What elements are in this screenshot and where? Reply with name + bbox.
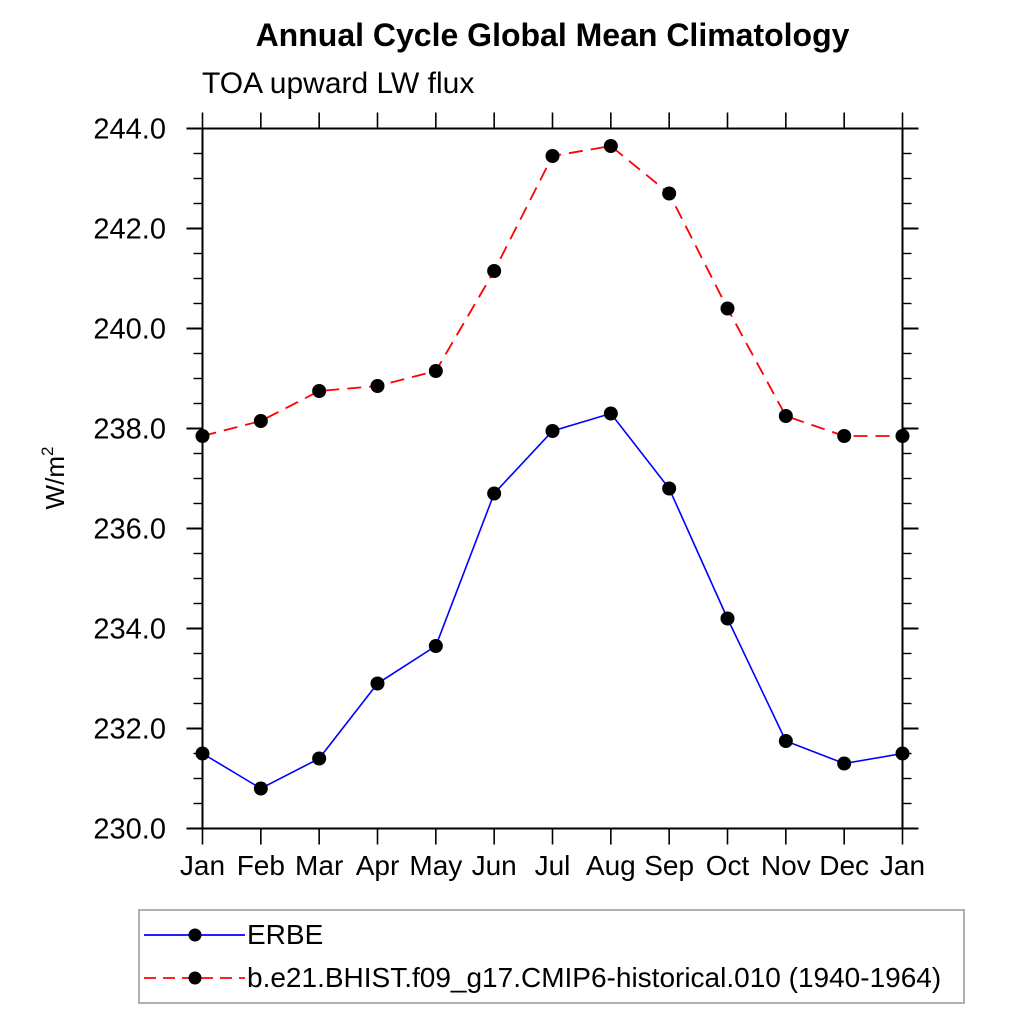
legend-entry-erbe: ERBE xyxy=(144,921,323,949)
data-point-marker xyxy=(603,139,618,153)
legend-box: ERBE b.e21.BHIST.f09_g17.CMIP6-historica… xyxy=(138,909,965,1004)
data-point-marker xyxy=(195,429,210,443)
legend-label-model: b.e21.BHIST.f09_g17.CMIP6-historical.010… xyxy=(247,962,942,993)
data-point-marker xyxy=(487,486,502,501)
legend-entry-model: b.e21.BHIST.f09_g17.CMIP6-historical.010… xyxy=(144,964,941,992)
data-point-marker xyxy=(720,301,735,316)
x-tick-label: Nov xyxy=(761,850,811,881)
plot-frame xyxy=(201,127,904,830)
x-tick-label: Jan xyxy=(880,850,925,881)
data-point-marker xyxy=(312,751,327,766)
data-point-marker xyxy=(778,409,793,423)
x-tick-label: Dec xyxy=(819,850,869,881)
data-point-marker xyxy=(545,149,560,163)
data-point-marker xyxy=(720,611,735,626)
x-tick-label: Oct xyxy=(706,850,750,881)
data-point-marker xyxy=(895,746,910,761)
x-tick-label: Jan xyxy=(180,850,225,881)
data-point-marker xyxy=(662,481,677,496)
data-point-marker xyxy=(370,676,385,691)
y-tick-label: 244.0 xyxy=(93,114,166,146)
x-tick-label: Aug xyxy=(586,850,636,881)
data-point-marker xyxy=(370,379,385,393)
y-tick-label: 238.0 xyxy=(93,414,166,446)
x-tick-label: May xyxy=(409,850,462,881)
legend-label-erbe: ERBE xyxy=(247,919,324,950)
chart-subtitle: TOA upward LW flux xyxy=(202,67,475,100)
data-point-marker xyxy=(545,424,560,438)
x-tick-label: Apr xyxy=(356,850,400,881)
series-line-1 xyxy=(202,145,903,437)
y-tick-label: 242.0 xyxy=(93,214,166,246)
legend-sample-marker xyxy=(188,928,202,942)
data-point-marker xyxy=(778,734,793,748)
x-tick-label: Jul xyxy=(535,850,571,881)
x-tick-label: Sep xyxy=(644,850,694,881)
chart-title: Annual Cycle Global Mean Climatology xyxy=(255,17,850,53)
y-tick-label: 240.0 xyxy=(93,314,166,346)
data-point-marker xyxy=(837,429,852,443)
y-tick-label: 236.0 xyxy=(93,514,166,546)
data-point-marker xyxy=(253,414,268,428)
data-point-marker xyxy=(662,186,677,201)
x-tick-label: Mar xyxy=(295,850,343,881)
y-axis-title: W/m2 xyxy=(38,447,70,510)
data-point-marker xyxy=(487,264,502,278)
y-tick-label: 230.0 xyxy=(93,814,166,846)
legend-sample-marker xyxy=(188,971,202,985)
data-point-marker xyxy=(428,364,443,378)
data-point-marker xyxy=(253,781,268,796)
data-point-marker xyxy=(895,429,910,443)
legend-line-sample-dashed xyxy=(144,971,245,985)
series-line-0 xyxy=(202,412,903,790)
legend-line-sample-solid xyxy=(144,928,245,942)
data-point-marker xyxy=(195,746,210,761)
y-tick-label: 234.0 xyxy=(93,614,166,646)
data-point-marker xyxy=(312,384,327,398)
x-tick-label: Feb xyxy=(237,850,285,881)
x-tick-label: Jun xyxy=(472,850,517,881)
data-point-marker xyxy=(603,406,618,421)
data-point-marker xyxy=(837,756,852,771)
data-point-marker xyxy=(428,639,443,653)
y-tick-label: 232.0 xyxy=(93,714,166,746)
